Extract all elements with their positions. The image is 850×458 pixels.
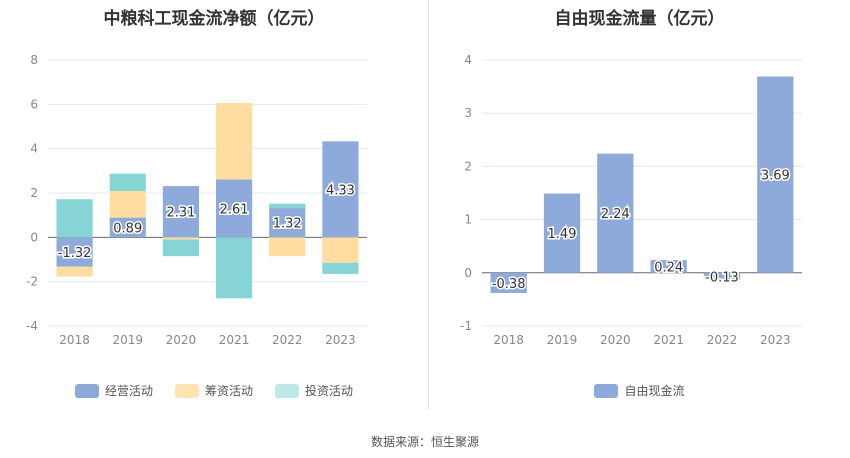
y-tick-label: 4 (30, 142, 38, 156)
data-label: 1.49 (548, 227, 577, 242)
data-label: 4.33 (326, 183, 355, 198)
data-label: 2.31 (166, 206, 195, 221)
bar-1-2018 (490, 272, 527, 294)
chart-legend: 经营活动 筹资活动 投资活动 (0, 382, 428, 399)
bar-3-2023 (322, 262, 359, 274)
legend-swatch-free-cashflow (594, 383, 619, 398)
bar-3-2019 (109, 173, 146, 192)
data-label: 3.69 (761, 169, 790, 184)
bar-1-2023 (757, 76, 794, 273)
x-tick-label: 2022 (272, 333, 303, 347)
data-label: -0.13 (705, 270, 739, 285)
legend-label: 自由现金流 (624, 384, 685, 398)
bar-2-2022 (269, 237, 306, 257)
legend-swatch-financing (174, 383, 199, 398)
y-tick-label: -4 (26, 319, 38, 333)
x-tick-label: 2023 (325, 333, 356, 347)
bar-1-2023 (322, 141, 359, 238)
data-label: 2.24 (601, 207, 630, 222)
data-label: -0.38 (492, 277, 526, 292)
x-tick-label: 2020 (166, 333, 197, 347)
free-cashflow-chart-panel: 自由现金流量（亿元） 4 3 2 1 0 -1 2018 2019 2020 2021 2022 20… (429, 0, 850, 405)
legend-item-operating[interactable]: 经营活动 (74, 382, 153, 399)
legend-label: 经营活动 (104, 384, 153, 398)
bar-1-2021 (216, 179, 253, 238)
bar-1-2021 (650, 260, 687, 273)
y-tick-label: 8 (30, 53, 38, 67)
y-tick-label: 6 (30, 97, 38, 111)
legend-item-free-cashflow[interactable]: 自由现金流 (594, 382, 685, 399)
data-label: 0.89 (113, 221, 142, 236)
bar-2-2020 (162, 237, 199, 240)
x-tick-label: 2019 (547, 333, 578, 347)
data-label: 0.24 (654, 260, 683, 275)
bar-1-2022 (703, 272, 741, 280)
bar-3-2021 (216, 237, 253, 299)
bar-1-2018 (56, 237, 93, 267)
y-tick-label: 2 (464, 159, 472, 173)
y-tick-label: 0 (464, 266, 472, 280)
bar-3-2018 (56, 199, 93, 238)
panel-divider (428, 0, 429, 410)
bar-2-2018 (56, 266, 93, 277)
chart-title: 自由现金流量（亿元） (554, 9, 725, 29)
legend-swatch-investing (275, 383, 299, 398)
bar-1-2022 (269, 208, 306, 238)
legend-label: 筹资活动 (204, 384, 253, 398)
legend-swatch-operating (74, 383, 99, 398)
bar-1-2020 (162, 186, 199, 238)
x-tick-label: 2020 (600, 333, 631, 347)
bar-2-2023 (322, 237, 359, 263)
cashflow-chart-plot: 8 6 4 2 0 -2 -4 2018 2019 2020 2021 2022 2023 -1.32 0.… (26, 53, 367, 347)
bar-3-2020 (162, 239, 199, 257)
x-tick-label: 2023 (760, 333, 791, 347)
y-tick-label: 1 (464, 213, 472, 227)
y-tick-label: 2 (30, 186, 38, 200)
data-label: 2.61 (220, 202, 249, 217)
y-tick-label: 4 (464, 53, 472, 67)
x-tick-label: 2022 (707, 333, 738, 347)
bar-3-2022 (269, 203, 306, 209)
y-tick-label: -1 (460, 319, 472, 333)
y-tick-label: -2 (26, 275, 38, 289)
y-tick-label: 0 (30, 230, 38, 244)
bar-2-2019 (109, 191, 146, 218)
bar-1-2019 (543, 193, 581, 273)
data-source-note: 数据来源：恒生聚源 (370, 435, 479, 449)
legend-label: 投资活动 (305, 384, 354, 398)
bar-1-2020 (597, 153, 634, 273)
cashflow-chart-panel: 中粮科工现金流净额（亿元） 8 6 4 2 0 -2 -4 2018 2019 2020 2021 2… (0, 0, 428, 405)
y-tick-label: 3 (464, 106, 472, 120)
legend-item-financing[interactable]: 筹资活动 (174, 382, 253, 399)
chart-legend: 自由现金流 (429, 382, 850, 399)
free-cashflow-chart-plot: 4 3 2 1 0 -1 2018 2019 2020 2021 2022 2023 -0.38 1.49… (460, 53, 802, 347)
x-tick-label: 2018 (493, 333, 524, 347)
data-label: 1.32 (273, 217, 302, 232)
x-tick-label: 2021 (653, 333, 684, 347)
x-tick-label: 2021 (219, 333, 250, 347)
chart-title: 中粮科工现金流净额（亿元） (103, 9, 325, 29)
bar-1-2019 (109, 217, 146, 238)
x-tick-label: 2018 (59, 333, 90, 347)
data-label: -1.32 (58, 246, 92, 261)
x-tick-label: 2019 (112, 333, 143, 347)
legend-item-investing[interactable]: 投资活动 (275, 382, 353, 399)
bar-2-2021 (216, 103, 253, 180)
